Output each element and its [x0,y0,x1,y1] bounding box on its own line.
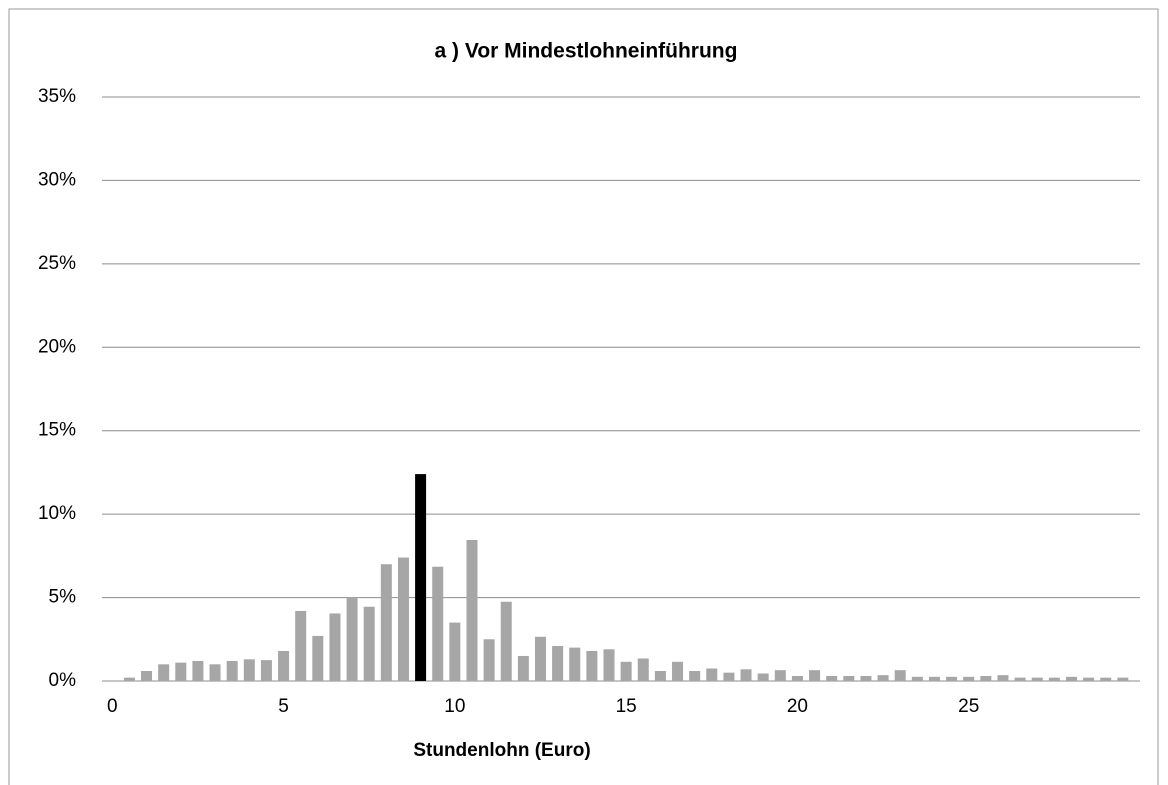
bar [432,566,444,681]
bar [757,673,769,681]
chart-title: a ) Vor Mindestlohneinführung [435,40,738,63]
bar [689,670,701,681]
bar [654,670,666,681]
x-tick-label: 5 [278,696,289,717]
bar [569,647,581,681]
x-axis-label: Stundenlohn (Euro) [413,740,590,761]
bar [826,675,838,681]
bar [312,635,324,681]
y-tick-label: 30% [38,169,76,190]
bar [415,474,427,681]
x-tick-label: 15 [616,696,637,717]
bar [243,659,255,681]
bar [740,669,752,681]
bar [946,676,958,681]
bar [209,664,221,681]
bar [380,564,392,681]
bar [843,675,855,681]
bar [877,675,889,681]
x-tick-label: 25 [958,696,979,717]
bar [466,540,478,681]
bar [637,658,649,681]
y-tick-label: 0% [49,670,77,691]
bar [329,613,341,681]
bar [295,610,307,681]
y-tick-label: 35% [38,86,76,107]
x-tick-label: 20 [787,696,808,717]
bar [1048,677,1060,681]
bar [1117,677,1129,681]
bar [1065,676,1077,681]
bar [706,668,718,681]
bar [175,662,187,681]
bar [997,675,1009,681]
bar [603,649,615,681]
bar [586,650,598,681]
x-tick-label: 0 [107,696,118,717]
bar [809,670,821,681]
y-tick-label: 15% [38,420,76,441]
bar [672,661,684,681]
bar [791,675,803,681]
bar [620,661,632,681]
bar [1014,677,1026,681]
bar [980,675,992,681]
bar [860,675,872,681]
bar [278,650,290,681]
bar [963,676,975,681]
bar [774,670,786,681]
bar [517,655,529,681]
bar [226,660,238,681]
y-tick-label: 25% [38,253,76,274]
bar [1031,677,1043,681]
bar [552,645,564,681]
bar [894,670,906,681]
bar [192,660,204,681]
bar [363,606,375,681]
bar [260,660,272,681]
bar [723,672,735,681]
bar [397,557,409,681]
bar [1083,677,1095,681]
bar [911,676,923,681]
bar [534,636,546,681]
chart-frame [8,8,1159,785]
y-tick-label: 5% [49,587,77,608]
y-tick-label: 10% [38,503,76,524]
bar [928,676,940,681]
bar [449,622,461,681]
x-tick-label: 10 [444,696,465,717]
bar [158,664,170,681]
bar [1100,677,1112,681]
y-tick-label: 20% [38,336,76,357]
bar [500,601,512,681]
bar [346,597,358,681]
bar [483,639,495,681]
bar [123,677,135,681]
bar [141,670,153,681]
